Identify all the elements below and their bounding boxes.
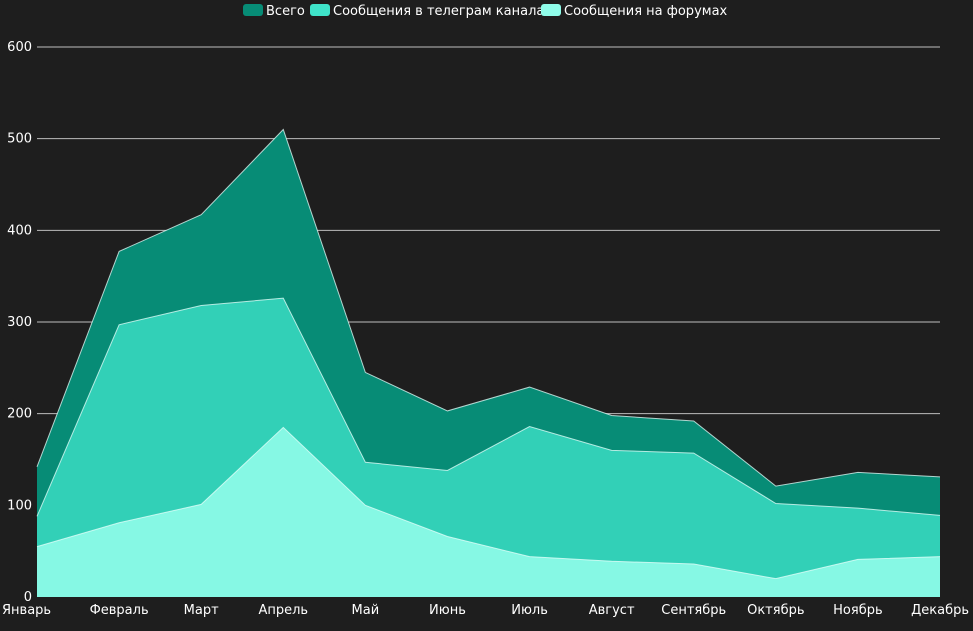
line-сообщения-на-форумах: [36, 426, 941, 580]
y-tick-label-100: 100: [7, 498, 32, 513]
x-tick-label-2: Март: [184, 603, 219, 618]
legend-swatch: [541, 4, 561, 16]
line-сообщения-в-телеграм-каналах: [36, 297, 941, 517]
legend-label: Сообщения в телеграм каналах: [333, 4, 552, 19]
x-axis-ticks: Январь Февраль Март Апрель Май Июнь Июль Август…: [2, 603, 969, 618]
y-tick-label-200: 200: [7, 407, 32, 422]
legend: Всего Сообщения в телеграм каналах Сообщен…: [243, 4, 728, 19]
legend-item-всего[interactable]: Всего: [243, 4, 305, 19]
x-tick-label-9: Октябрь: [747, 603, 804, 618]
series-lines: [36, 128, 941, 580]
legend-item-сообщения-на-форумах[interactable]: Сообщения на форумах: [541, 4, 728, 19]
y-tick-label-400: 400: [7, 223, 32, 238]
legend-swatch: [243, 4, 263, 16]
y-tick-label-500: 500: [7, 132, 32, 147]
x-tick-label-1: Февраль: [90, 603, 149, 618]
x-tick-label-7: Август: [589, 603, 635, 618]
y-tick-label-600: 600: [7, 40, 32, 55]
legend-label: Сообщения на форумах: [564, 4, 728, 19]
x-tick-label-0: Январь: [2, 603, 51, 618]
x-tick-label-3: Апрель: [258, 603, 308, 618]
area-сообщения-на-форумах: [37, 427, 940, 597]
x-tick-label-8: Сентябрь: [661, 603, 726, 618]
line-всего: [36, 128, 941, 487]
x-tick-label-11: Декабрь: [911, 603, 969, 618]
x-tick-label-4: Май: [352, 603, 380, 618]
series-areas: [37, 129, 940, 597]
x-tick-label-6: Июль: [511, 603, 548, 618]
legend-item-сообщения-в-телеграм-каналах[interactable]: Сообщения в телеграм каналах: [310, 4, 552, 19]
y-tick-label-0: 0: [24, 590, 32, 605]
x-tick-label-5: Июнь: [429, 603, 466, 618]
y-axis-ticks: 0 100 200 300 400 500 600: [7, 40, 32, 605]
legend-label: Всего: [266, 4, 305, 19]
legend-swatch: [310, 4, 330, 16]
y-tick-label-300: 300: [7, 315, 32, 330]
x-tick-label-10: Ноябрь: [833, 603, 882, 618]
